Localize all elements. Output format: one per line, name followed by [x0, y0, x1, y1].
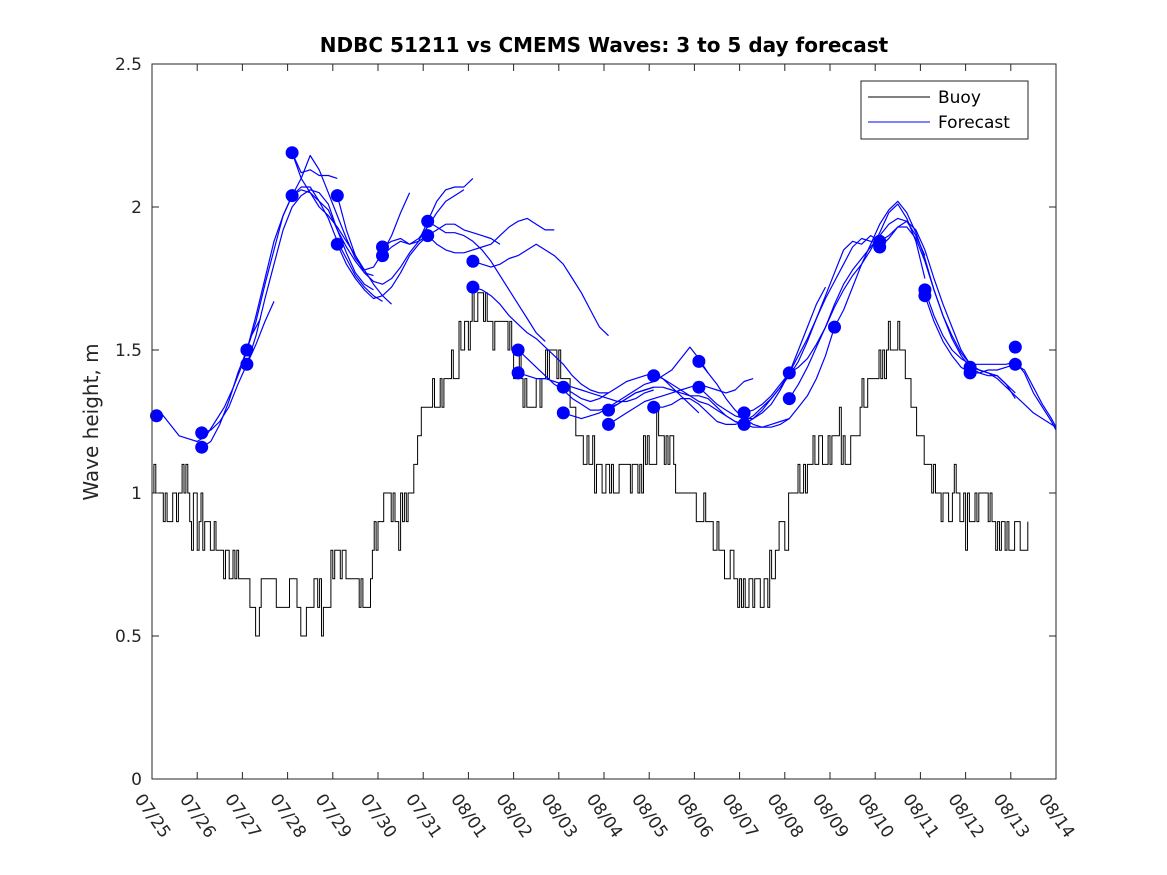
- legend-box: [860, 80, 1029, 140]
- forecast-run-line: [246, 189, 374, 365]
- forecast-run-line: [969, 366, 1057, 428]
- forecast-run-line: [563, 346, 709, 420]
- forecast-point: [873, 240, 887, 254]
- forecast-point: [466, 254, 480, 268]
- forecast-point: [330, 237, 344, 251]
- y-tick-label: 2: [131, 198, 142, 218]
- forecast-point: [195, 440, 209, 454]
- forecast-run-line: [472, 286, 609, 394]
- forecast-points: [150, 146, 1022, 454]
- forecast-point: [647, 400, 661, 414]
- forecast-point: [150, 409, 163, 423]
- forecast-point: [240, 343, 254, 357]
- forecast-point: [737, 406, 751, 420]
- buoy-line: [152, 292, 1029, 637]
- forecast-point: [421, 214, 435, 228]
- forecast-run-line: [924, 289, 1057, 431]
- forecast-run-line: [382, 223, 501, 257]
- forecast-point: [330, 189, 344, 203]
- forecast-run-line: [924, 295, 1057, 428]
- plot-area: 00.511.522.5 07/25 07/26 07/27 07/28 07/29 07…: [115, 55, 1078, 842]
- forecast-point: [1008, 357, 1022, 371]
- forecast-point: [466, 280, 480, 294]
- forecast-run-line: [517, 372, 654, 403]
- forecast-point: [828, 320, 841, 334]
- forecast-point: [602, 417, 615, 431]
- forecast-point: [692, 354, 706, 368]
- forecast-run-line: [427, 220, 546, 342]
- legend: Buoy Forecast: [860, 80, 1029, 140]
- y-tick-label: 2.5: [115, 55, 142, 75]
- forecast-point: [737, 417, 751, 431]
- forecast-run-line: [336, 235, 429, 300]
- forecast-point: [963, 366, 977, 380]
- forecast-point: [782, 366, 796, 380]
- forecast-run-line: [698, 286, 827, 420]
- forecast-run-line: [788, 217, 926, 399]
- y-tick-label: 1: [131, 484, 142, 504]
- forecast-point: [1008, 340, 1022, 354]
- y-axis-ticks: 0 0.5 1 1.5 2 2.5: [115, 55, 1056, 790]
- forecast-run-line: [291, 154, 411, 271]
- y-tick-label: 1.5: [115, 341, 142, 361]
- forecast-point: [285, 189, 299, 203]
- forecast-point: [556, 380, 570, 394]
- forecast-run-line: [743, 237, 880, 425]
- y-tick-label: 0: [131, 770, 142, 790]
- y-tick-label: 0.5: [115, 627, 142, 647]
- forecast-run-line: [291, 152, 393, 305]
- forecast-run-line: [653, 375, 790, 428]
- forecast-point: [240, 357, 254, 371]
- forecast-run-line: [246, 186, 383, 351]
- forecast-point: [376, 249, 389, 263]
- forecast-point: [647, 369, 661, 383]
- legend-buoy-label: Buoy: [938, 88, 981, 108]
- forecast-point: [511, 343, 525, 357]
- forecast-run-line: [427, 217, 555, 254]
- forecast-run-line: [698, 326, 836, 428]
- forecast-point: [285, 146, 299, 160]
- forecast-run-line: [472, 243, 609, 337]
- forecast-series: [151, 152, 1057, 448]
- forecast-point: [195, 426, 209, 440]
- forecast-run-line: [336, 177, 474, 285]
- forecast-run-line: [879, 220, 1016, 394]
- forecast-run-line: [788, 203, 926, 374]
- chart-title: NDBC 51211 vs CMEMS Waves: 3 to 5 day fo…: [320, 33, 889, 57]
- forecast-point: [918, 289, 932, 303]
- forecast-point: [556, 406, 570, 420]
- forecast-point: [602, 403, 615, 417]
- buoy-series: [152, 292, 1029, 637]
- legend-forecast-label: Forecast: [938, 113, 1010, 133]
- y-axis-label: Wave height, m: [79, 343, 103, 500]
- forecast-point: [782, 392, 796, 406]
- forecast-point: [692, 380, 706, 394]
- forecast-point: [421, 229, 435, 243]
- forecast-run-line: [291, 152, 338, 179]
- forecast-run-line: [653, 372, 790, 425]
- forecast-run-line: [201, 301, 275, 434]
- forecast-point: [511, 366, 525, 380]
